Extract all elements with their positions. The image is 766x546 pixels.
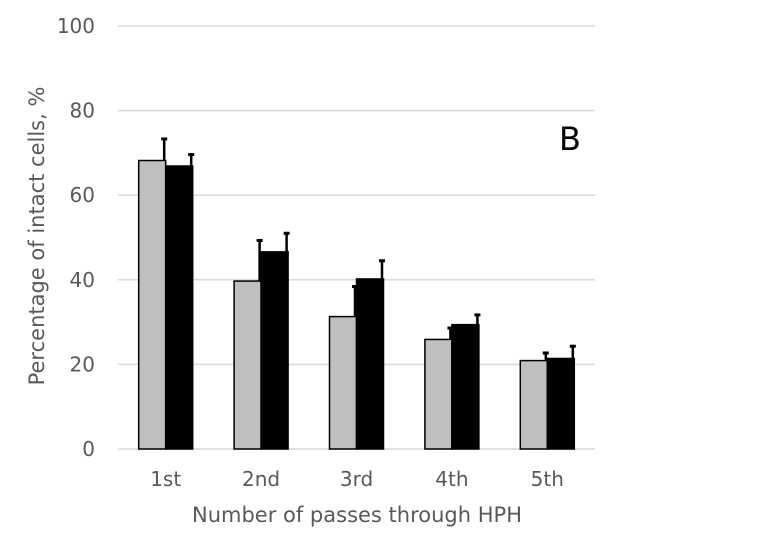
panel-label: B — [559, 120, 581, 158]
y-tick-label: 80 — [70, 99, 95, 123]
x-tick-label: 4th — [435, 467, 468, 491]
bar — [519, 359, 549, 450]
y-tick-label: 20 — [70, 352, 95, 376]
bar — [137, 159, 167, 450]
x-tick-label: 2nd — [242, 467, 280, 491]
bar — [355, 278, 385, 450]
y-axis-title: Percentage of intact cells, % — [25, 87, 49, 386]
x-axis-title: Number of passes through HPH — [192, 503, 522, 527]
y-tick-label: 0 — [82, 437, 95, 461]
bar — [260, 251, 289, 450]
x-tick-labels: 1st 2nd 3rd 4th 5th — [150, 467, 564, 491]
x-tick-label: 1st — [150, 467, 181, 491]
y-tick-label: 100 — [57, 14, 95, 38]
x-tick-label: 5th — [531, 467, 564, 491]
y-tick-label: 40 — [70, 268, 95, 292]
bar — [451, 323, 480, 450]
bar — [328, 315, 358, 450]
error-bars — [161, 137, 576, 361]
bar — [164, 165, 194, 450]
y-tick-labels: 0 20 40 60 80 100 — [57, 14, 95, 461]
x-tick-label: 3rd — [340, 467, 373, 491]
bar — [424, 338, 453, 450]
bar — [233, 280, 262, 450]
y-tick-label: 60 — [70, 183, 95, 207]
bar — [546, 357, 576, 450]
bars — [137, 159, 576, 450]
